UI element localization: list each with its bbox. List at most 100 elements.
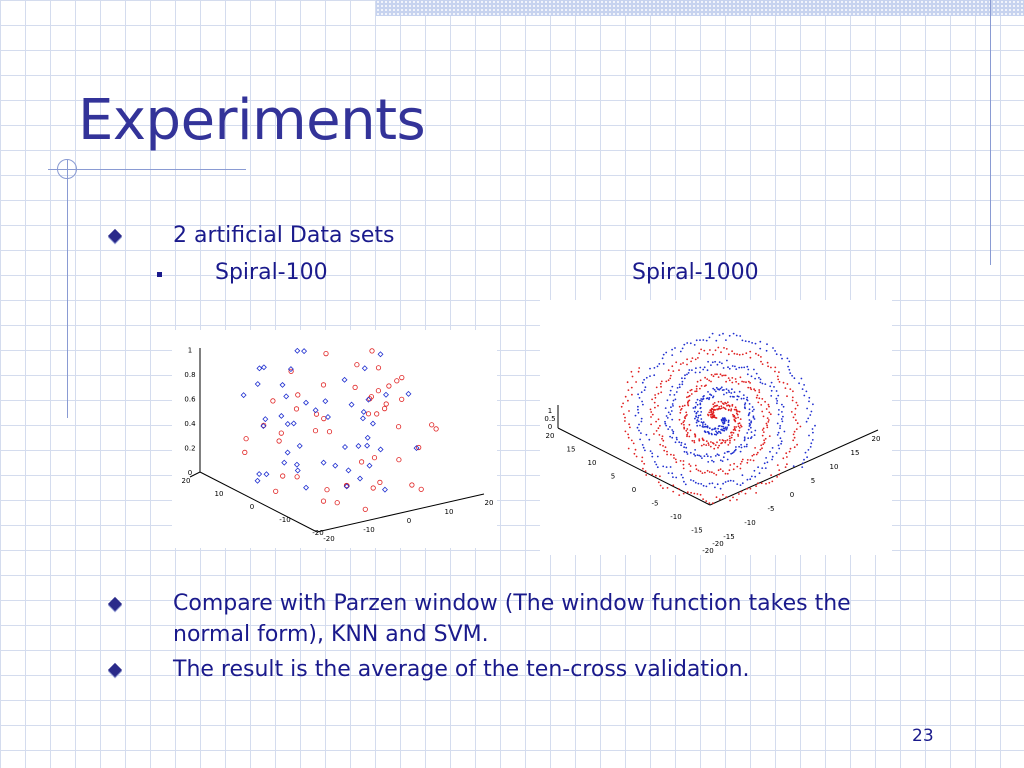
blue-point	[301, 348, 308, 355]
red-dot	[628, 410, 630, 412]
blue-dot	[806, 456, 808, 459]
red-dot	[755, 453, 758, 456]
blue-dot	[803, 384, 805, 386]
red-dot	[733, 439, 736, 441]
red-dot	[761, 363, 764, 365]
red-dot	[717, 400, 720, 403]
blue-dot	[766, 461, 769, 464]
blue-dot	[641, 381, 644, 384]
red-dot	[657, 418, 660, 421]
blue-dot	[675, 476, 678, 479]
blue-dot	[740, 443, 742, 446]
blue-dot	[778, 409, 780, 411]
red-dot	[726, 401, 729, 404]
red-dot	[713, 414, 716, 417]
red-point	[383, 401, 389, 407]
red-dot	[651, 413, 654, 416]
red-dot	[654, 406, 656, 409]
blue-dot	[761, 467, 764, 469]
blue-dot	[725, 392, 728, 394]
blue-dot	[681, 383, 684, 386]
blue-dot	[706, 397, 709, 400]
blue-dot	[729, 479, 732, 482]
red-point	[365, 411, 372, 417]
blue-dot	[757, 466, 759, 469]
red-dot	[733, 408, 736, 411]
red-dot	[763, 439, 765, 442]
blue-dot	[752, 415, 755, 418]
red-point	[273, 488, 279, 494]
blue-dot	[764, 383, 767, 385]
red-dot	[645, 474, 648, 476]
y-tick-label: -10	[279, 516, 290, 524]
red-dot	[672, 484, 675, 487]
blue-dot	[636, 426, 639, 429]
blue-dot	[675, 391, 678, 393]
red-dot	[785, 452, 788, 455]
blue-dot	[812, 431, 814, 434]
red-dot	[655, 474, 657, 477]
blue-dot	[689, 342, 692, 345]
blue-dot	[718, 454, 720, 457]
blue-dot	[753, 408, 755, 411]
blue-dot	[806, 407, 808, 410]
blue-point	[254, 477, 261, 484]
red-point	[324, 487, 330, 493]
red-point	[399, 396, 405, 402]
blue-point	[290, 420, 297, 427]
red-dot	[688, 399, 691, 402]
blue-dot	[702, 339, 705, 341]
x-tick-label: -20	[323, 535, 334, 543]
red-dot	[712, 375, 715, 378]
blue-dot	[638, 423, 640, 426]
blue-dot	[769, 450, 771, 453]
blue-dot	[716, 483, 719, 486]
z-tick-label: 0.5	[544, 415, 555, 423]
blue-dot	[738, 445, 740, 448]
blue-dot	[722, 332, 724, 335]
red-dot	[782, 457, 785, 460]
blue-dot	[780, 440, 783, 443]
red-dot	[715, 474, 718, 476]
blue-dot	[669, 389, 672, 392]
red-dot	[760, 360, 762, 363]
blue-dot	[669, 394, 671, 396]
blue-dot	[648, 438, 651, 441]
blue-dot	[697, 414, 700, 417]
x-tick-label: 10	[830, 463, 839, 471]
blue-dot	[746, 478, 749, 481]
red-dot	[700, 385, 703, 387]
red-dot	[765, 422, 768, 425]
blue-dot	[697, 416, 699, 419]
red-dot	[675, 361, 678, 364]
blue-dot	[726, 458, 729, 461]
red-point	[409, 482, 415, 488]
blue-dot	[781, 403, 783, 406]
blue-dot	[743, 445, 746, 448]
blue-dot	[692, 480, 695, 482]
red-dot	[664, 446, 667, 449]
red-dot	[756, 394, 759, 397]
red-dot	[678, 369, 680, 371]
red-dot	[747, 380, 750, 383]
blue-dot	[759, 347, 762, 350]
blue-dot	[722, 482, 724, 485]
red-dot	[758, 391, 761, 394]
page-number: 23	[912, 726, 934, 746]
red-dot	[716, 373, 718, 376]
red-dot	[683, 416, 686, 418]
red-dot	[705, 384, 707, 387]
blue-point	[281, 459, 288, 466]
red-dot	[688, 435, 691, 438]
red-dot	[627, 447, 630, 450]
red-dot	[776, 476, 778, 478]
blue-dot	[759, 340, 762, 343]
red-dot	[682, 467, 685, 470]
blue-dot	[740, 397, 743, 400]
blue-dot	[741, 339, 744, 342]
blue-point	[296, 442, 303, 449]
blue-dot	[720, 419, 723, 422]
red-dot	[651, 398, 653, 401]
blue-dot	[671, 436, 674, 439]
blue-dot	[697, 482, 700, 485]
